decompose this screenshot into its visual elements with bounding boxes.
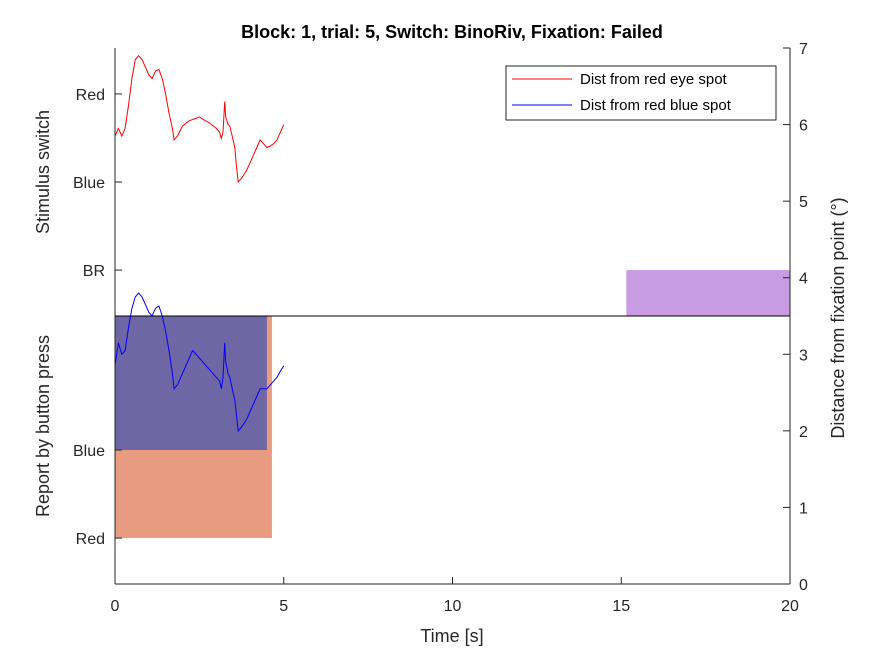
legend-entry-red-eye: Dist from red eye spot: [580, 71, 728, 88]
y-right-tick-label: 2: [799, 424, 808, 441]
y-left-lower-tick-label: Blue: [73, 443, 105, 460]
series-line-blue-spot: [114, 292, 285, 433]
legend-entry-blue-spot: Dist from red blue spot: [580, 97, 732, 114]
region-report-blue: [115, 316, 267, 450]
y-left-upper-tick-label: Red: [76, 87, 105, 104]
y-right-tick-label: 5: [799, 194, 808, 211]
x-axis-label: Time [s]: [420, 626, 483, 646]
y-right-tick-label: 1: [799, 500, 808, 517]
x-tick-label: 15: [612, 598, 630, 615]
y-right-tick-label: 4: [799, 271, 808, 288]
chart-title: Block: 1, trial: 5, Switch: BinoRiv, Fix…: [241, 22, 663, 42]
series-layer: [114, 54, 285, 433]
region-stimulus-br: [626, 270, 790, 316]
x-tick-label: 10: [444, 598, 462, 615]
x-tick-label: 0: [111, 598, 120, 615]
y-left-upper-tick-label: BR: [83, 263, 105, 280]
regions-layer: [115, 270, 790, 539]
y-left-upper-tick-label: Blue: [73, 175, 105, 192]
y-right-tick-label: 7: [799, 41, 808, 58]
x-tick-label: 20: [781, 598, 799, 615]
series-line-red-eye: [114, 54, 285, 184]
y-right-tick-label: 6: [799, 118, 808, 135]
y-right-tick-label: 3: [799, 347, 808, 364]
x-tick-label: 5: [279, 598, 288, 615]
y-axis-label-lower: Report by button press: [33, 335, 53, 517]
legend-box: [505, 65, 777, 121]
legend: Dist from red eye spot Dist from red blu…: [505, 65, 777, 121]
y-right-tick-label: 0: [799, 577, 808, 594]
y-axis-label-upper: Stimulus switch: [33, 110, 53, 234]
y-axis-label-right: Distance from fixation point (°): [828, 197, 848, 438]
y-left-lower-tick-label: Red: [76, 531, 105, 548]
